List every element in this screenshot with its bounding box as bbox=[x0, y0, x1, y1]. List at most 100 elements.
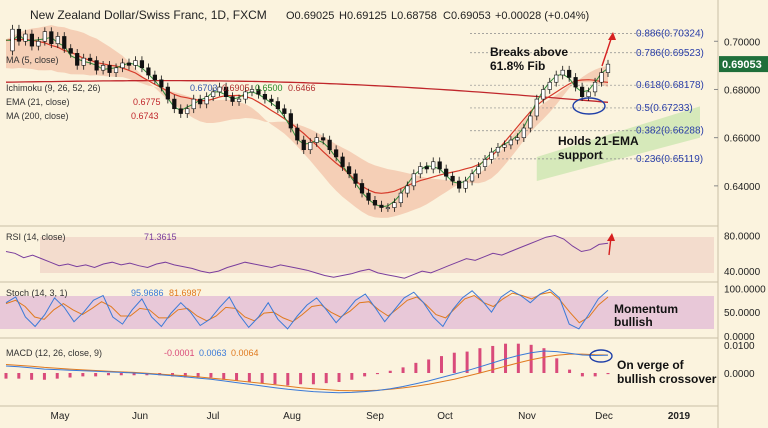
annotation-ema-hold-line-2: support bbox=[558, 148, 603, 162]
candle-body bbox=[146, 67, 151, 76]
macd-histogram-bar bbox=[439, 356, 443, 373]
candle-body bbox=[592, 81, 598, 93]
candle-body bbox=[223, 86, 229, 97]
macd-signal-line bbox=[5, 353, 609, 392]
candle-body bbox=[288, 113, 293, 129]
candle-body bbox=[385, 207, 391, 210]
macd-histogram-bar bbox=[401, 367, 405, 373]
macd-histogram-bar bbox=[106, 373, 110, 376]
candle-body bbox=[49, 31, 54, 44]
candle-body bbox=[372, 200, 378, 206]
candle-body bbox=[431, 161, 436, 170]
macd-tick-label: 0.0100 bbox=[724, 341, 755, 352]
macd-histogram-bar bbox=[414, 362, 418, 373]
annotation-ema-hold: Holds 21-EMA support bbox=[558, 134, 642, 162]
candle-body bbox=[185, 108, 190, 114]
rsi-band bbox=[40, 237, 714, 273]
macd-histogram-bar bbox=[555, 358, 559, 373]
macd-histogram-bar bbox=[465, 351, 469, 373]
candle-body bbox=[424, 166, 429, 170]
candle-body bbox=[113, 67, 119, 73]
ichimoku-value-4: 0.6466 bbox=[288, 83, 316, 93]
candle-body bbox=[521, 127, 526, 138]
macd-histogram-bar bbox=[427, 359, 431, 373]
candle-body bbox=[23, 33, 28, 42]
rsi-panel: RSI (14, close) 71.3615 80.0000 40.0000 bbox=[5, 231, 761, 279]
annotation-momentum-line-1: Momentum bbox=[614, 302, 678, 316]
candle-body bbox=[107, 65, 112, 73]
macd-histogram-bar bbox=[273, 373, 277, 385]
candle-body bbox=[469, 173, 475, 182]
macd-histogram-bar bbox=[55, 373, 59, 379]
macd-histogram-bar bbox=[209, 373, 213, 378]
candle-body bbox=[29, 33, 34, 47]
candle-body bbox=[94, 60, 99, 71]
rsi-title: RSI (14, close) bbox=[6, 232, 66, 242]
ma200-line bbox=[5, 79, 609, 103]
candle-body bbox=[282, 108, 287, 114]
stoch-panel: Stoch (14, 3, 1) 95.9686 81.6987 100.0000 50… bbox=[5, 284, 766, 343]
candle-body bbox=[599, 72, 604, 83]
time-label-oct: Oct bbox=[437, 411, 453, 422]
fib-label-0.618: 0.618(0.68178) bbox=[636, 80, 704, 91]
stoch-tick-label: 0.0000 bbox=[724, 332, 755, 343]
candle-body bbox=[321, 137, 326, 141]
ema21-value: 0.6775 bbox=[133, 97, 161, 107]
macd-panel: MACD (12, 26, close, 9) -0.0001 0.0063 0.00… bbox=[4, 341, 755, 394]
candle-body bbox=[327, 139, 332, 151]
annotation-fib-break-line-2: 61.8% Fib bbox=[490, 59, 545, 73]
candle-body bbox=[580, 86, 585, 97]
candle-body bbox=[534, 98, 539, 117]
candle-body bbox=[275, 101, 280, 110]
macd-line bbox=[5, 350, 609, 394]
macd-histogram-bar bbox=[183, 373, 187, 378]
candle-body bbox=[230, 96, 235, 102]
macd-value: 0.0063 bbox=[199, 348, 227, 358]
stoch-k-value: 95.9686 bbox=[131, 288, 164, 298]
macd-histogram-bar bbox=[311, 373, 315, 385]
macd-histogram-bar bbox=[516, 343, 520, 373]
candle-body bbox=[262, 93, 268, 100]
rsi-line bbox=[5, 234, 609, 279]
annotation-fib-break-line-1: Breaks above bbox=[490, 45, 568, 59]
candle-body bbox=[178, 108, 183, 114]
time-label-dec: Dec bbox=[595, 411, 613, 422]
stoch-d-line bbox=[5, 291, 609, 324]
fib-label-0.382: 0.382(0.66288) bbox=[636, 126, 704, 137]
candle-body bbox=[295, 127, 300, 141]
macd-histogram-bar bbox=[81, 373, 85, 377]
candle-body bbox=[528, 115, 533, 129]
annotation-momentum: Momentum bullish bbox=[614, 302, 681, 329]
macd-histogram-bar bbox=[235, 373, 239, 381]
chart-title: New Zealand Dollar/Swiss Franc, 1D, FXCM bbox=[30, 8, 267, 22]
candle-body bbox=[301, 139, 306, 151]
candle-body bbox=[198, 98, 203, 105]
candle-body bbox=[495, 147, 501, 153]
candle-body bbox=[444, 168, 449, 177]
candle-body bbox=[36, 40, 41, 47]
candle-body bbox=[463, 180, 468, 189]
candle-body bbox=[172, 98, 177, 110]
macd-histogram-bar bbox=[606, 373, 610, 375]
candle-body bbox=[359, 183, 365, 194]
macd-histogram-bar bbox=[196, 373, 200, 378]
candle-body bbox=[547, 81, 552, 90]
macd-histogram-bar bbox=[68, 373, 72, 378]
stoch-d-value: 81.6987 bbox=[169, 288, 202, 298]
rsi-value: 71.3615 bbox=[144, 232, 177, 242]
macd-histogram-bar bbox=[94, 373, 98, 377]
candle-body bbox=[100, 65, 106, 71]
candle-body bbox=[366, 192, 371, 201]
annotation-macd: On verge of bullish crossover bbox=[617, 358, 717, 386]
last-price-box bbox=[719, 56, 768, 73]
stoch-k-line bbox=[5, 288, 609, 330]
candle-body bbox=[508, 139, 514, 146]
candle-body bbox=[605, 63, 611, 73]
candle-body bbox=[68, 48, 73, 54]
candle-body bbox=[126, 62, 132, 66]
macd-tick-label: 0.0000 bbox=[724, 369, 755, 380]
macd-histogram-bar bbox=[363, 373, 367, 377]
macd-crossover-ellipse bbox=[589, 349, 613, 363]
candles bbox=[10, 24, 611, 212]
